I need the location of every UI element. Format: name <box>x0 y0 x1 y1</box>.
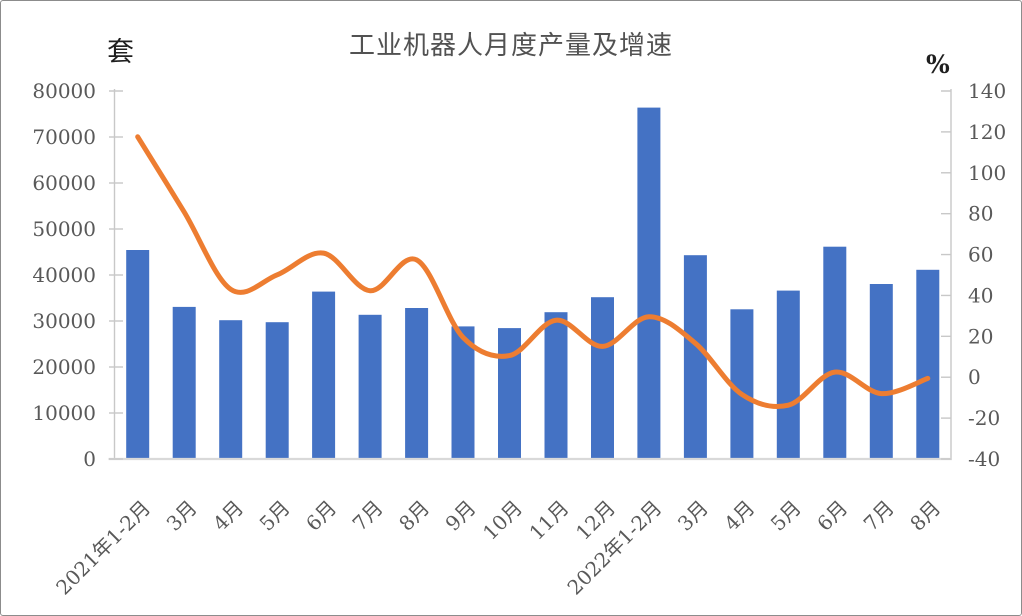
bar <box>219 320 243 459</box>
bar <box>637 107 661 459</box>
axes-group <box>108 89 952 461</box>
right-axis-tick-label: -20 <box>968 406 1000 430</box>
left-axis-tick-label: 80000 <box>32 79 96 103</box>
x-axis-category-label: 3月 <box>162 496 202 536</box>
x-axis-category-label: 5月 <box>766 496 806 536</box>
left-axis-tick-label: 10000 <box>32 401 96 425</box>
bar <box>823 246 847 459</box>
bar <box>498 328 521 459</box>
bar <box>776 290 800 459</box>
left-axis-tick-label: 0 <box>83 447 96 471</box>
left-axis-tick-label: 40000 <box>32 263 96 287</box>
bar <box>916 269 940 459</box>
bar <box>312 291 336 459</box>
x-axis-category-label: 4月 <box>719 496 759 536</box>
bar <box>730 309 754 459</box>
left-axis-tick-label: 50000 <box>32 217 96 241</box>
right-axis-tick-label: 120 <box>968 120 1006 144</box>
bar <box>683 255 707 459</box>
right-axis-unit-label: % <box>926 50 950 79</box>
bar <box>172 306 196 459</box>
left-axis-tick-label: 70000 <box>32 125 96 149</box>
x-axis-category-label: 5月 <box>255 496 295 536</box>
bar <box>405 308 429 459</box>
x-axis-category-label: 7月 <box>348 496 388 536</box>
right-axis-tick-label: 0 <box>968 365 981 389</box>
bar <box>869 284 893 459</box>
x-axis-category-label: 11月 <box>524 496 573 545</box>
bar <box>126 250 150 459</box>
left-axis-tick-label: 20000 <box>32 355 96 379</box>
bars-group <box>126 107 940 459</box>
right-axis-tick-label: 40 <box>968 283 993 307</box>
right-axis-tick-label: 140 <box>968 79 1006 103</box>
bar <box>591 297 614 459</box>
left-axis-tick-label: 30000 <box>32 309 96 333</box>
x-axis-category-label: 6月 <box>301 496 341 536</box>
x-axis-category-label: 2021年1-2月 <box>51 496 155 600</box>
x-axis-category-label: 7月 <box>859 496 899 536</box>
right-axis-tick-label: -40 <box>968 447 1000 471</box>
x-axis-category-label: 9月 <box>440 496 480 536</box>
bar <box>265 322 289 459</box>
left-axis-tick-label: 60000 <box>32 171 96 195</box>
x-axis-category-label: 8月 <box>905 496 945 536</box>
growth-line <box>135 134 931 410</box>
right-axis-tick-label: 80 <box>968 202 993 226</box>
growth-line-group <box>135 134 931 410</box>
x-axis-category-label: 4月 <box>208 496 248 536</box>
x-axis-category-label: 8月 <box>394 496 434 536</box>
bar <box>544 312 568 459</box>
right-axis-tick-label: 100 <box>968 161 1006 185</box>
x-axis-category-label: 6月 <box>812 496 852 536</box>
x-axis-category-label: 10月 <box>478 496 527 545</box>
bar <box>451 326 475 459</box>
right-axis-tick-label: 20 <box>968 324 993 348</box>
bar <box>358 314 382 459</box>
chart-title: 工业机器人月度产量及增速 <box>348 31 673 61</box>
x-axis-category-label: 3月 <box>673 496 713 536</box>
right-axis-tick-label: 60 <box>968 243 993 267</box>
left-axis-unit-label: 套 <box>107 37 134 68</box>
